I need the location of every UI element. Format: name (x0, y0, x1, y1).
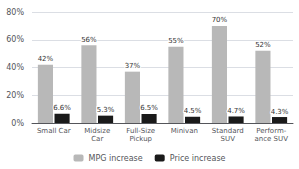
svg-text:42%: 42% (38, 55, 54, 63)
svg-text:SUV: SUV (221, 135, 236, 143)
svg-text:Midsize: Midsize (84, 127, 110, 135)
svg-text:20%: 20% (6, 91, 24, 100)
svg-text:Small Car: Small Car (37, 127, 71, 135)
svg-text:80%: 80% (6, 8, 24, 17)
svg-text:60%: 60% (6, 35, 24, 44)
svg-text:ance SUV: ance SUV (255, 135, 289, 143)
svg-text:6.6%: 6.6% (53, 104, 71, 112)
svg-text:55%: 55% (168, 37, 184, 45)
svg-text:37%: 37% (125, 62, 141, 70)
svg-text:5.3%: 5.3% (97, 106, 115, 114)
svg-text:Minivan: Minivan (171, 127, 198, 135)
svg-text:4.7%: 4.7% (227, 107, 245, 115)
svg-text:Pickup: Pickup (129, 135, 152, 143)
svg-text:4.3%: 4.3% (271, 108, 289, 116)
svg-text:MPG increase: MPG increase (89, 154, 143, 163)
svg-text:40%: 40% (6, 63, 24, 72)
svg-text:4.5%: 4.5% (184, 107, 202, 115)
svg-text:6.5%: 6.5% (140, 104, 158, 112)
svg-text:Perform-: Perform- (256, 127, 286, 135)
svg-text:0%: 0% (11, 119, 24, 128)
svg-text:70%: 70% (212, 16, 228, 24)
svg-text:56%: 56% (81, 36, 97, 44)
svg-text:Standard: Standard (212, 127, 244, 135)
svg-text:Price increase: Price increase (170, 154, 226, 163)
svg-text:Car: Car (91, 135, 103, 143)
svg-text:Full-Size: Full-Size (126, 127, 155, 135)
svg-text:52%: 52% (255, 41, 271, 49)
